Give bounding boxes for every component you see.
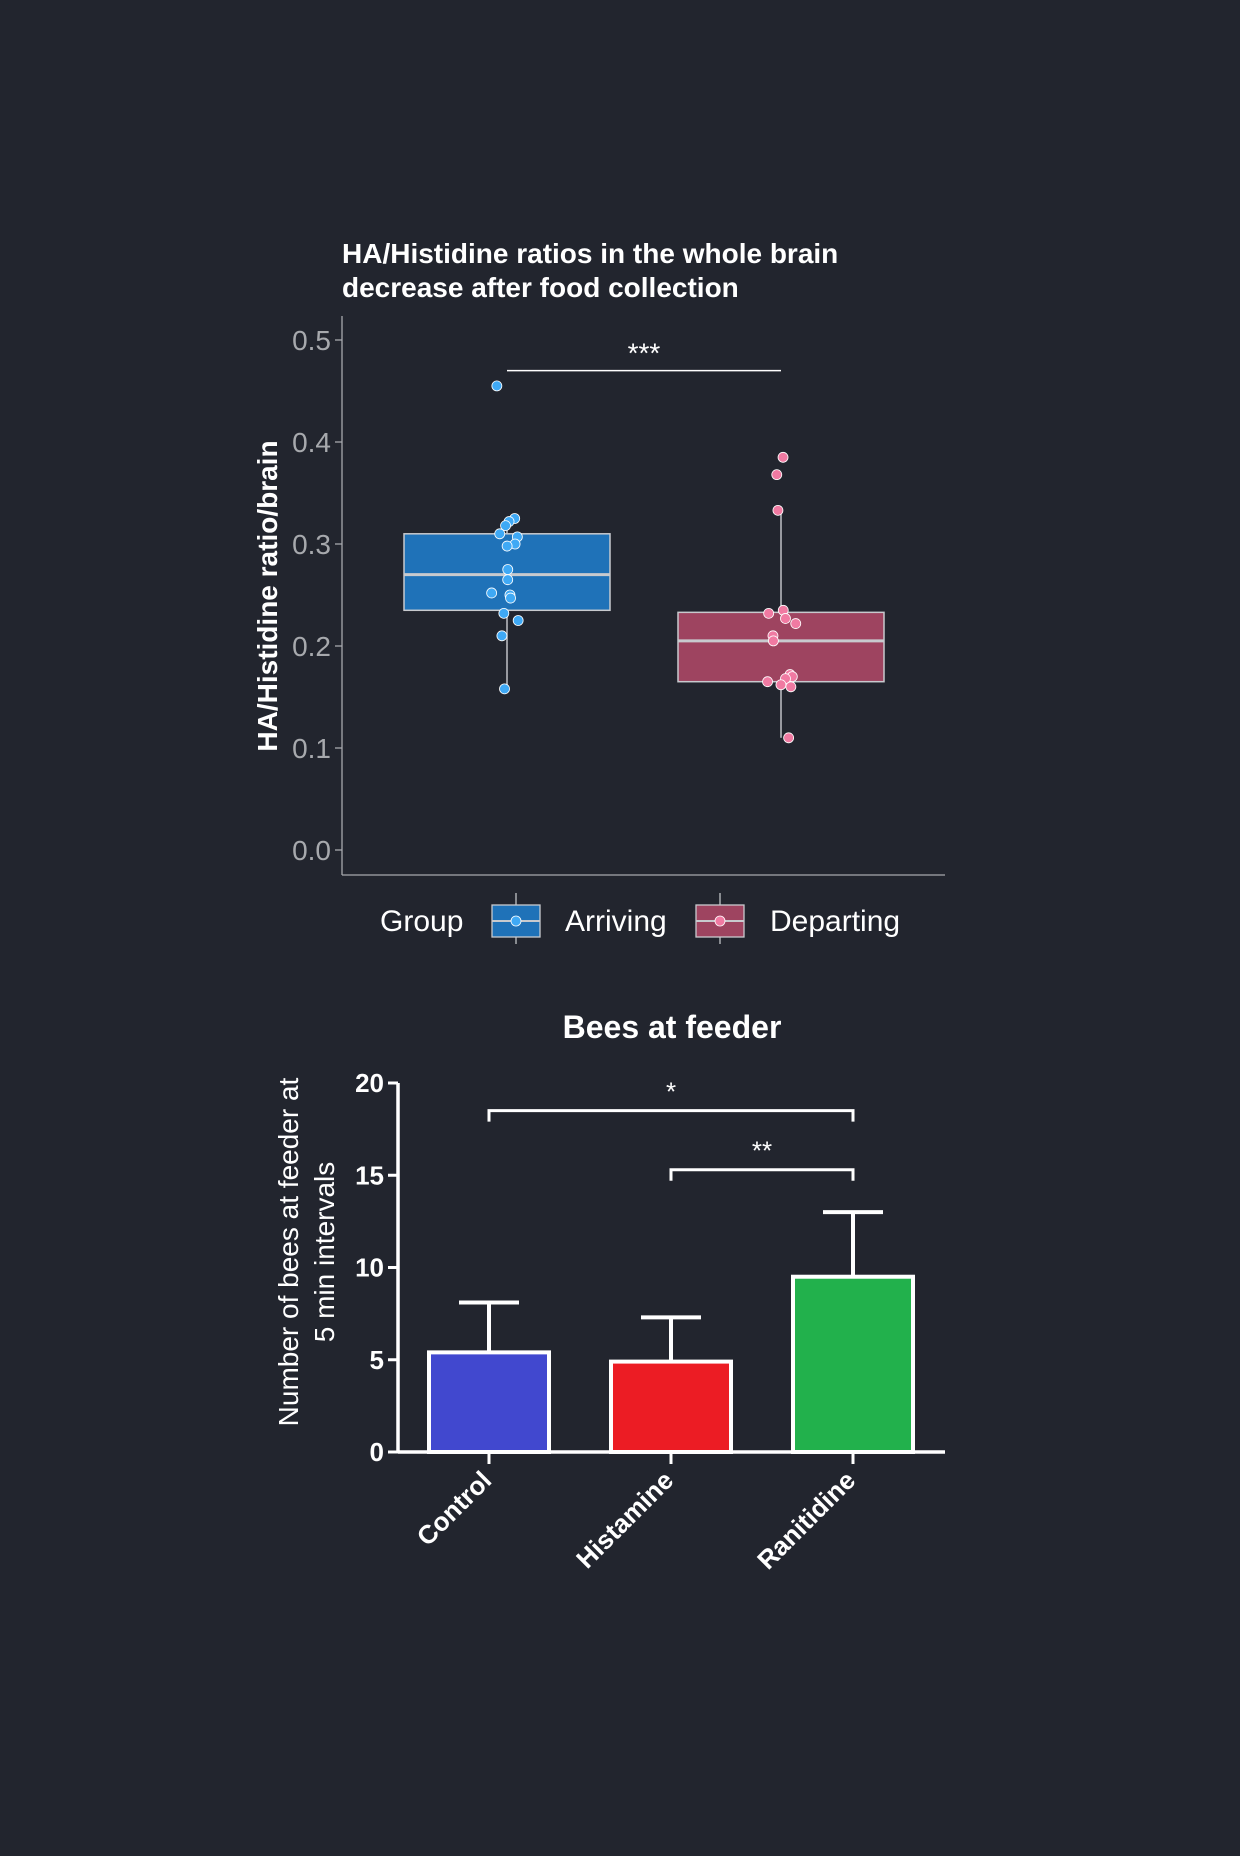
boxplot-title-line-2: decrease after food collection [342,272,739,303]
data-point [785,681,797,693]
legend-entry: Arriving [565,905,667,938]
data-point [486,587,498,599]
data-point [501,540,513,552]
data-point [777,451,789,463]
bar-bars [427,1210,915,1454]
data-point [780,613,791,624]
legend-key-point [714,915,726,927]
data-point [500,520,511,532]
bar-y-axis-label-line-1: Number of bees at feeder at [273,1077,304,1426]
boxplot-title-line-1: HA/Histidine ratios in the whole brain [342,238,838,269]
bar-chart-title: Bees at feeder [563,1009,782,1045]
legend-key-point [510,915,522,927]
data-point [491,380,503,392]
boxplot-chart: HA/Histidine ratios in the whole brain d… [252,238,945,944]
significance-bracket [669,1168,855,1181]
boxplot-legend: Group Arriving Departing [380,893,900,944]
bar-x-tick-label: Control [411,1465,498,1552]
bar-y-tick-label: 15 [355,1160,384,1190]
boxplot-significance: *** [507,338,781,372]
data-point [763,607,775,619]
legend-entry: Departing [770,905,900,938]
boxplot-axes: 0.0 0.1 0.2 0.3 0.4 0.5 [292,316,945,876]
legend-title: Group [380,905,463,938]
boxplot-boxes [403,510,885,738]
bar-y-tick-label: 10 [355,1253,384,1283]
bar-y-tick-label: 20 [355,1068,384,1098]
bar-ranitidine [791,1274,915,1454]
bar-y-tick-label: 5 [370,1345,384,1375]
bar-histamine [609,1359,733,1454]
data-point [499,683,510,695]
significance-label: * [666,1077,676,1107]
data-point [502,574,514,586]
significance-bracket [487,1109,855,1122]
bar-control [427,1350,551,1454]
data-point [496,630,508,642]
data-point [767,635,779,647]
data-point [790,618,802,629]
data-point [502,564,514,575]
significance-label: *** [628,338,661,369]
boxplot-y-tick-label: 0.5 [292,325,331,356]
data-point [762,676,773,688]
boxplot-y-tick-label: 0.4 [292,427,331,458]
boxplot-y-axis-label: HA/Histidine ratio/brain [252,440,283,751]
data-point [505,592,516,604]
significance-label: ** [752,1136,772,1166]
boxplot-points [486,380,802,744]
boxplot-y-tick-label: 0.3 [292,529,331,560]
bar-x-tick-label: Ranitidine [751,1465,861,1575]
data-point [512,615,524,626]
bar-significance: *** [487,1077,855,1181]
data-point [498,607,510,619]
data-point [494,528,506,540]
bar-x-tick-label: Histamine [570,1465,679,1574]
bar-chart: Bees at feeder Number of bees at feeder … [273,1009,945,1575]
bar-y-tick-label: 0 [370,1437,384,1467]
data-point [772,504,784,516]
bar-y-axis-label-line-2: 5 min intervals [309,1162,340,1343]
data-point [783,732,795,744]
box-departing [677,611,885,683]
boxplot-y-tick-label: 0.0 [292,835,331,866]
boxplot-y-tick-label: 0.1 [292,733,331,764]
data-point [771,469,783,481]
data-point [775,679,787,691]
boxplot-y-tick-label: 0.2 [292,631,331,662]
